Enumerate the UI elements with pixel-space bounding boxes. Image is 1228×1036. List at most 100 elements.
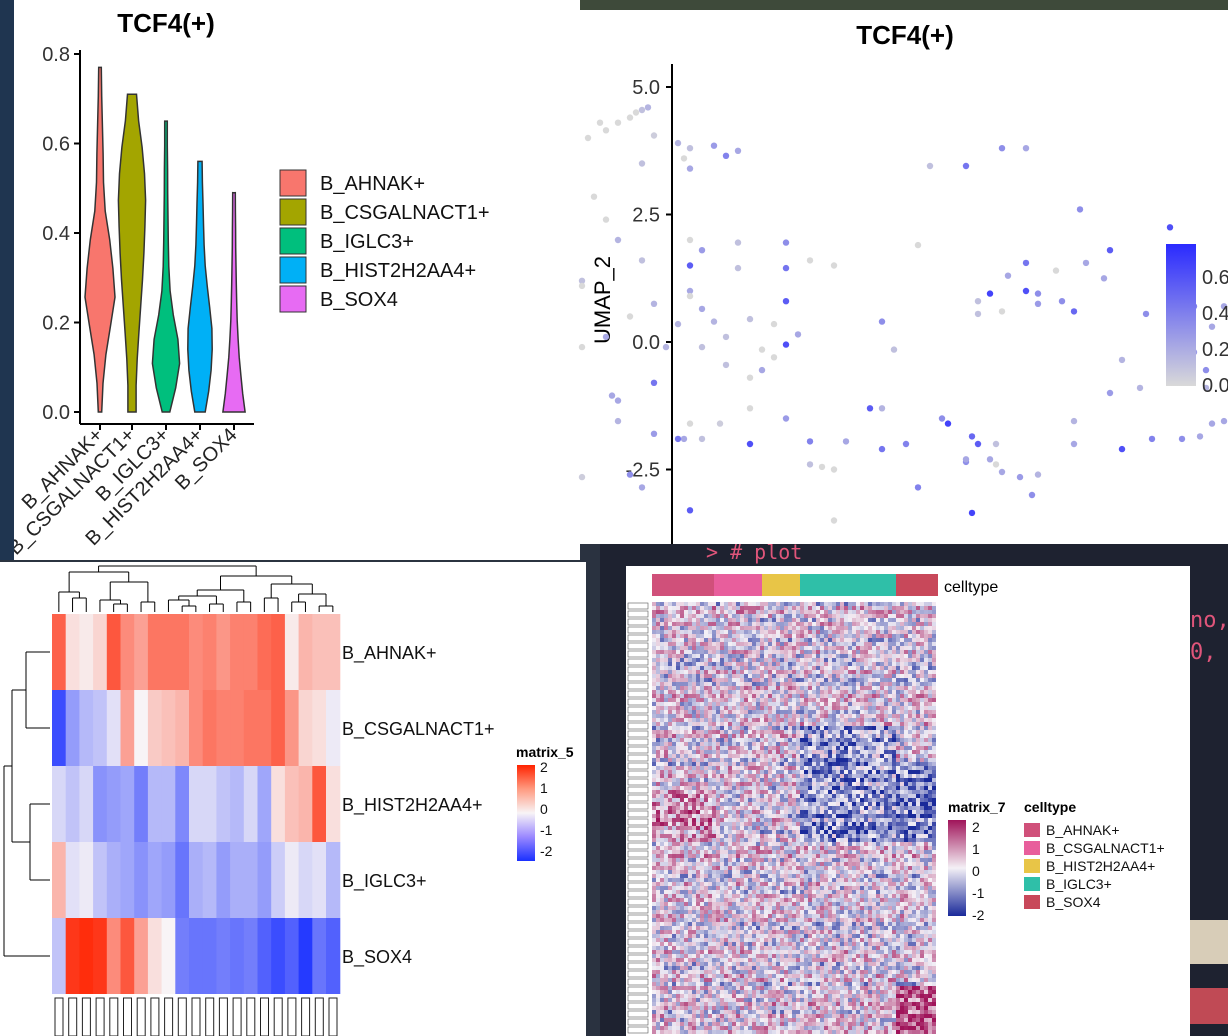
heatmap7-cell — [856, 634, 860, 638]
heatmap7-cell — [788, 782, 792, 786]
heatmap7-cell — [884, 774, 888, 778]
heatmap5-cell — [312, 614, 327, 690]
heatmap7-cell — [824, 610, 828, 614]
heatmap7-cell — [704, 698, 708, 702]
heatmap7-cell — [672, 646, 676, 650]
heatmap5-window[interactable]: B_AHNAK+ B_CSGALNACT1+ B_HIST2H2AA4+ B_IGLC… — [0, 562, 586, 1036]
heatmap7-cell — [656, 690, 660, 694]
heatmap7-cell — [716, 626, 720, 630]
heatmap7-cell — [692, 774, 696, 778]
heatmap7-cell — [688, 630, 692, 634]
heatmap7-cell — [744, 654, 748, 658]
heatmap7-cell — [848, 754, 852, 758]
violin-plot-window[interactable]: TCF4(+) 0.0 0.2 0.4 0.6 0.8 B_AHNAK+ B_CSGALN… — [14, 0, 580, 560]
heatmap7-cell — [896, 702, 900, 706]
heatmap5-cell — [120, 766, 135, 842]
heatmap7-cell — [740, 606, 744, 610]
heatmap7-cell — [764, 730, 768, 734]
heatmap7-cell — [672, 842, 676, 846]
heatmap7-cell — [684, 682, 688, 686]
heatmap7-cell — [868, 606, 872, 610]
heatmap7-cell — [652, 746, 656, 750]
heatmap7-cell — [652, 722, 656, 726]
broom-icon[interactable] — [1190, 920, 1228, 964]
heatmap7-cell — [776, 798, 780, 802]
heatmap7-cell — [824, 666, 828, 670]
heatmap7-cell — [780, 814, 784, 818]
heatmap7-cell — [744, 678, 748, 682]
heatmap7-cell — [836, 606, 840, 610]
heatmap7-cell — [760, 614, 764, 618]
heatmap7-cell — [788, 762, 792, 766]
umap-plot-window[interactable]: TCF4(+) UMAP_2 5.0 2.5 0.0 -2.5 0.6 0.4 0.2 0.… — [578, 10, 1228, 544]
heatmap7-cell — [820, 706, 824, 710]
heatmap7-cell — [748, 618, 752, 622]
heatmap7-cell — [712, 642, 716, 646]
heatmap7-cell — [772, 778, 776, 782]
heatmap7-cell — [924, 694, 928, 698]
heatmap7-cell — [824, 806, 828, 810]
heatmap7-cell — [768, 678, 772, 682]
heatmap7-cell — [656, 826, 660, 830]
heatmap7-cell — [896, 774, 900, 778]
heatmap7-cell — [828, 614, 832, 618]
heatmap7-cell — [712, 818, 716, 822]
heatmap7-cell — [872, 766, 876, 770]
heatmap7-cell — [916, 818, 920, 822]
heatmap7-window[interactable]: celltype matrix_7 2 1 0 -1 -2 celltype B_AHN… — [626, 566, 1190, 1036]
heatmap7-cell — [740, 710, 744, 714]
heatmap7-cell — [884, 662, 888, 666]
heatmap7-cell — [908, 826, 912, 830]
heatmap7-cell — [824, 630, 828, 634]
heatmap7-cell — [852, 730, 856, 734]
heatmap7-cell — [744, 634, 748, 638]
heatmap7-cell — [780, 718, 784, 722]
heatmap7-cell — [696, 706, 700, 710]
heatmap7-cell — [824, 750, 828, 754]
heatmap7-cell — [828, 630, 832, 634]
heatmap7-cell — [840, 694, 844, 698]
heatmap7-cell — [816, 666, 820, 670]
heatmap7-cell — [772, 770, 776, 774]
heatmap7-cell — [696, 662, 700, 666]
heatmap7-cell — [920, 830, 924, 834]
heatmap7-cell — [916, 794, 920, 798]
heatmap7-cell — [852, 814, 856, 818]
heatmap7-cell — [868, 738, 872, 742]
heatmap7-cell — [680, 694, 684, 698]
heatmap7-cell — [796, 790, 800, 794]
heatmap7-cell — [712, 842, 716, 846]
heatmap7-cell — [924, 682, 928, 686]
heatmap7-cell — [804, 682, 808, 686]
heatmap7-cell — [932, 718, 936, 722]
heatmap7-cell — [900, 746, 904, 750]
heatmap7-cell — [660, 842, 664, 846]
heatmap7-cell — [892, 610, 896, 614]
heatmap7-cell — [780, 634, 784, 638]
heatmap7-cell — [900, 726, 904, 730]
heatmap7-cell — [892, 754, 896, 758]
heatmap7-cell — [856, 810, 860, 814]
heatmap7-cell — [928, 798, 932, 802]
heatmap7-cell — [736, 830, 740, 834]
heatmap7-cell — [684, 634, 688, 638]
heatmap7-cell — [792, 698, 796, 702]
heatmap7-cell — [840, 806, 844, 810]
heatmap7-cell — [728, 650, 732, 654]
heatmap7-cell — [716, 670, 720, 674]
heatmap7-cell — [920, 670, 924, 674]
heatmap7-cell — [732, 694, 736, 698]
heatmap7-cell — [932, 642, 936, 646]
heatmap7-cell — [656, 818, 660, 822]
heatmap7-row-name — [627, 906, 649, 914]
heatmap7-cell — [796, 634, 800, 638]
heatmap7-cell — [784, 806, 788, 810]
heatmap7-cell — [808, 638, 812, 642]
heatmap7-cell — [752, 610, 756, 614]
heatmap7-cell — [928, 778, 932, 782]
heatmap7-cell — [696, 614, 700, 618]
heatmap7-cell — [892, 730, 896, 734]
heatmap7-cell — [920, 826, 924, 830]
heatmap5-cell — [271, 766, 286, 842]
heatmap7-cell — [908, 754, 912, 758]
